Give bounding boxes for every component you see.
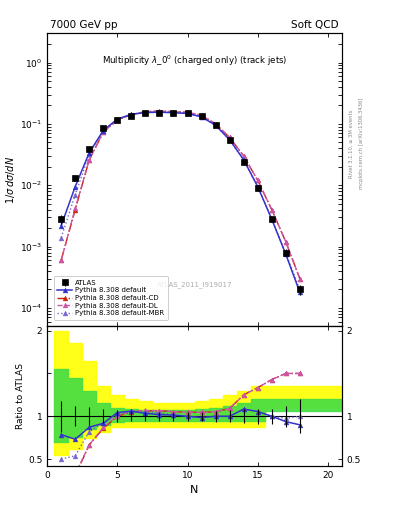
Pythia 8.308 default-CD — [171, 109, 176, 115]
Pythia 8.308 default-MBR — [129, 111, 134, 117]
Pythia 8.308 default-CD — [129, 112, 134, 118]
Pythia 8.308 default-DL — [171, 109, 176, 115]
Pythia 8.308 default — [298, 289, 302, 295]
Pythia 8.308 default-DL — [283, 239, 288, 245]
Pythia 8.308 default-CD — [213, 121, 218, 127]
Pythia 8.308 default-DL — [157, 108, 162, 114]
Pythia 8.308 default-MBR — [73, 191, 77, 198]
Pythia 8.308 default — [199, 114, 204, 120]
Pythia 8.308 default — [241, 157, 246, 163]
Pythia 8.308 default — [171, 110, 176, 116]
Pythia 8.308 default-MBR — [143, 109, 148, 115]
Pythia 8.308 default-DL — [241, 153, 246, 159]
Pythia 8.308 default-CD — [269, 206, 274, 212]
Pythia 8.308 default-CD — [115, 117, 120, 123]
Line: Pythia 8.308 default-CD: Pythia 8.308 default-CD — [59, 109, 302, 281]
Pythia 8.308 default — [129, 111, 134, 117]
Pythia 8.308 default-MBR — [171, 110, 176, 116]
Pythia 8.308 default-MBR — [199, 114, 204, 120]
Pythia 8.308 default-CD — [87, 157, 92, 163]
Pythia 8.308 default-DL — [101, 129, 106, 135]
Pythia 8.308 default-MBR — [59, 234, 64, 241]
Pythia 8.308 default — [283, 251, 288, 258]
Pythia 8.308 default-DL — [87, 157, 92, 163]
Pythia 8.308 default-DL — [213, 121, 218, 127]
Pythia 8.308 default-MBR — [255, 183, 260, 189]
Pythia 8.308 default-DL — [59, 257, 64, 263]
Pythia 8.308 default-DL — [255, 177, 260, 183]
Pythia 8.308 default-DL — [115, 117, 120, 123]
Pythia 8.308 default-MBR — [227, 137, 232, 143]
Pythia 8.308 default-CD — [199, 112, 204, 118]
Text: mcplots.cern.ch [arXiv:1306.3436]: mcplots.cern.ch [arXiv:1306.3436] — [359, 98, 364, 189]
Pythia 8.308 default — [101, 127, 106, 134]
Pythia 8.308 default-CD — [298, 275, 302, 282]
Pythia 8.308 default-MBR — [241, 157, 246, 163]
Pythia 8.308 default-MBR — [115, 116, 120, 122]
Pythia 8.308 default-DL — [73, 205, 77, 211]
Pythia 8.308 default-MBR — [213, 122, 218, 129]
Line: Pythia 8.308 default: Pythia 8.308 default — [59, 110, 302, 295]
Pythia 8.308 default — [143, 110, 148, 116]
Pythia 8.308 default — [87, 150, 92, 156]
Pythia 8.308 default-CD — [101, 129, 106, 135]
Pythia 8.308 default-DL — [227, 135, 232, 141]
Pythia 8.308 default-DL — [199, 112, 204, 118]
Pythia 8.308 default — [213, 122, 218, 129]
Pythia 8.308 default-MBR — [87, 151, 92, 157]
Pythia 8.308 default-MBR — [185, 111, 190, 117]
Text: Soft QCD: Soft QCD — [291, 20, 339, 30]
Text: Rivet 3.1.10, ≥ 3M events: Rivet 3.1.10, ≥ 3M events — [349, 109, 354, 178]
Pythia 8.308 default — [255, 183, 260, 189]
Line: Pythia 8.308 default-DL: Pythia 8.308 default-DL — [59, 109, 302, 281]
Pythia 8.308 default-MBR — [298, 286, 302, 292]
Pythia 8.308 default-MBR — [157, 109, 162, 115]
Pythia 8.308 default — [227, 137, 232, 143]
Pythia 8.308 default — [73, 183, 77, 189]
Pythia 8.308 default-DL — [185, 109, 190, 115]
Pythia 8.308 default-CD — [73, 206, 77, 212]
Pythia 8.308 default-MBR — [101, 127, 106, 134]
Pythia 8.308 default — [185, 111, 190, 117]
Pythia 8.308 default-DL — [143, 109, 148, 115]
Pythia 8.308 default-CD — [185, 109, 190, 115]
Pythia 8.308 default — [115, 116, 120, 122]
Pythia 8.308 default — [157, 109, 162, 115]
Legend: ATLAS, Pythia 8.308 default, Pythia 8.308 default-CD, Pythia 8.308 default-DL, P: ATLAS, Pythia 8.308 default, Pythia 8.30… — [53, 276, 168, 320]
Pythia 8.308 default — [59, 223, 64, 229]
Y-axis label: Ratio to ATLAS: Ratio to ATLAS — [16, 363, 25, 429]
Text: ATLAS_2011_I919017: ATLAS_2011_I919017 — [157, 282, 232, 288]
Pythia 8.308 default-CD — [59, 257, 64, 263]
Pythia 8.308 default-CD — [255, 177, 260, 183]
Line: Pythia 8.308 default-MBR: Pythia 8.308 default-MBR — [59, 109, 302, 292]
Pythia 8.308 default-CD — [157, 108, 162, 114]
Pythia 8.308 default — [269, 216, 274, 222]
Pythia 8.308 default-CD — [241, 153, 246, 159]
Pythia 8.308 default-MBR — [269, 216, 274, 222]
Pythia 8.308 default-MBR — [283, 250, 288, 256]
Pythia 8.308 default-CD — [143, 109, 148, 115]
Pythia 8.308 default-CD — [283, 239, 288, 245]
Pythia 8.308 default-CD — [227, 135, 232, 141]
Pythia 8.308 default-DL — [298, 275, 302, 282]
Y-axis label: $1/\sigma\,d\sigma/dN$: $1/\sigma\,d\sigma/dN$ — [4, 156, 17, 204]
Text: 7000 GeV pp: 7000 GeV pp — [50, 20, 118, 30]
Pythia 8.308 default-DL — [129, 111, 134, 117]
X-axis label: N: N — [190, 485, 199, 495]
Pythia 8.308 default-DL — [269, 206, 274, 212]
Text: Multiplicity $\lambda\_0^0$ (charged only) (track jets): Multiplicity $\lambda\_0^0$ (charged onl… — [102, 54, 287, 68]
